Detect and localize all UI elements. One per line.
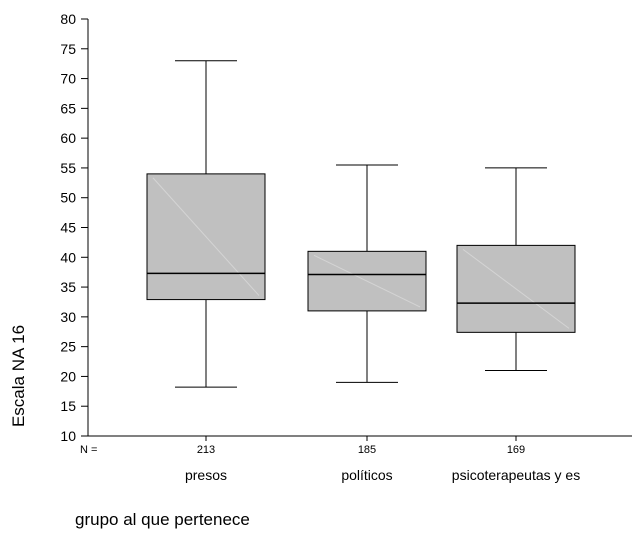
y-tick-label: 65 <box>60 100 76 116</box>
y-tick-label: 20 <box>60 368 76 384</box>
category-label: políticos <box>341 467 392 483</box>
y-tick-label: 70 <box>60 71 76 87</box>
y-tick-label: 35 <box>60 279 76 295</box>
box-shading-line <box>313 254 421 308</box>
category-label: psicoterapeutas y es <box>452 467 580 483</box>
y-tick-label: 75 <box>60 41 76 57</box>
y-tick-label: 55 <box>60 160 76 176</box>
n-count-label: 213 <box>197 444 215 456</box>
y-tick-label: 50 <box>60 190 76 206</box>
plot-area: 10 15 20 25 30 35 40 45 50 55 60 65 70 75 80 213 presos 1… <box>60 11 632 483</box>
x-axis-title: grupo al que pertenece <box>75 510 250 529</box>
y-axis-title: Escala NA 16 <box>9 325 28 427</box>
n-prefix-label: N = <box>80 444 97 456</box>
box-shading-line <box>152 177 260 296</box>
y-tick-label: 80 <box>60 11 76 27</box>
y-tick-label: 40 <box>60 249 76 265</box>
n-count-label: 185 <box>358 444 376 456</box>
y-tick-label: 30 <box>60 309 76 325</box>
y-tick-label: 15 <box>60 398 76 414</box>
category-label: presos <box>185 467 227 483</box>
y-tick-label: 45 <box>60 220 76 236</box>
y-tick-label: 10 <box>60 428 76 444</box>
n-count-label: 169 <box>507 444 525 456</box>
y-tick-label: 60 <box>60 130 76 146</box>
y-tick-label: 25 <box>60 339 76 355</box>
box-shading-line <box>462 248 570 329</box>
